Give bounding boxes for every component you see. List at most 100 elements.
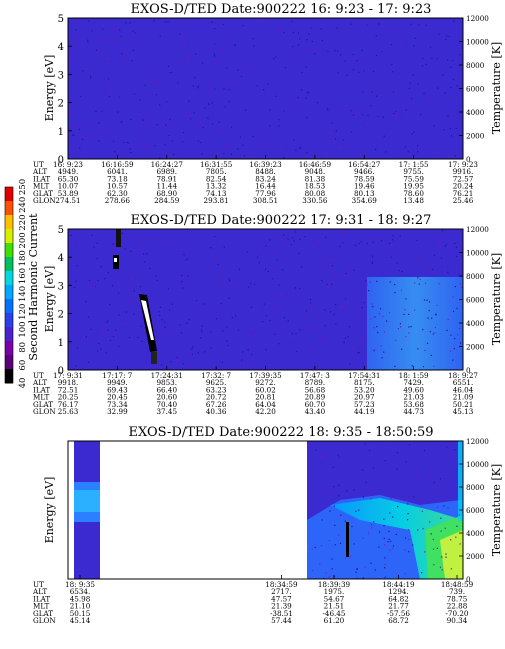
noise-speck xyxy=(148,350,151,352)
noise-speck xyxy=(83,336,85,338)
noise-speck xyxy=(384,460,386,462)
noise-speck xyxy=(427,342,429,344)
table-cell: 20.24 xyxy=(453,182,474,191)
noise-speck xyxy=(421,510,423,512)
colorbar-tick-label: 240 xyxy=(18,197,28,213)
noise-speck xyxy=(356,454,358,456)
noise-speck xyxy=(102,43,105,45)
y2tick-label: 8000 xyxy=(466,483,485,492)
noise-speck xyxy=(306,116,308,119)
panel-2-ion-band xyxy=(367,277,463,370)
noise-speck xyxy=(443,129,445,131)
noise-speck xyxy=(287,320,289,322)
noise-speck xyxy=(375,35,377,37)
noise-speck xyxy=(325,365,327,367)
noise-speck xyxy=(101,110,103,112)
noise-speck xyxy=(183,253,185,256)
noise-speck xyxy=(327,278,329,281)
noise-speck xyxy=(400,326,402,328)
noise-speck xyxy=(408,87,411,90)
noise-speck xyxy=(134,32,136,34)
noise-speck xyxy=(125,88,127,90)
noise-speck xyxy=(106,100,108,102)
noise-speck xyxy=(372,70,375,72)
panel-2-dispersion-feature xyxy=(113,229,157,364)
noise-speck xyxy=(328,576,330,578)
noise-speck xyxy=(455,536,457,538)
noise-speck xyxy=(158,341,160,343)
noise-speck xyxy=(312,569,314,572)
noise-speck xyxy=(133,313,135,315)
noise-speck xyxy=(306,39,308,41)
noise-speck xyxy=(220,302,222,304)
noise-speck xyxy=(210,347,212,349)
noise-speck xyxy=(319,563,321,565)
noise-speck xyxy=(426,133,429,135)
noise-speck xyxy=(353,269,355,271)
noise-speck xyxy=(459,342,462,344)
noise-speck xyxy=(84,149,86,151)
noise-speck xyxy=(440,517,442,519)
noise-speck xyxy=(339,245,341,248)
noise-speck xyxy=(317,241,320,243)
noise-speck xyxy=(207,355,209,358)
table-cell: 7805. xyxy=(206,167,227,176)
table-cell: 82.54 xyxy=(206,174,227,183)
noise-speck xyxy=(150,81,152,83)
noise-speck xyxy=(216,256,218,258)
noise-speck xyxy=(334,524,336,526)
noise-speck xyxy=(171,140,173,142)
noise-speck xyxy=(115,39,117,42)
noise-speck xyxy=(433,125,435,127)
noise-speck xyxy=(256,70,259,72)
noise-speck xyxy=(164,58,167,61)
noise-speck xyxy=(202,126,204,129)
noise-speck xyxy=(391,547,393,549)
table-cell: 75.59 xyxy=(403,174,424,183)
noise-speck xyxy=(218,121,221,123)
noise-speck xyxy=(388,538,390,540)
noise-speck xyxy=(422,328,424,331)
noise-speck xyxy=(395,115,397,118)
noise-speck xyxy=(358,509,360,511)
noise-speck xyxy=(371,261,373,263)
panel-2-y2-axis: 0 2000 4000 6000 8000 10000 12000 xyxy=(459,225,489,375)
row-label: GLON xyxy=(33,616,56,625)
noise-speck xyxy=(117,292,120,294)
noise-speck xyxy=(185,140,187,143)
noise-speck xyxy=(124,358,126,360)
table-cell: 293.81 xyxy=(204,196,229,205)
table-cell: 44.19 xyxy=(354,407,375,416)
noise-speck xyxy=(366,123,369,125)
noise-speck xyxy=(400,289,403,291)
noise-speck xyxy=(363,70,365,72)
noise-speck xyxy=(433,482,435,484)
noise-speck xyxy=(450,66,452,68)
noise-speck xyxy=(178,26,180,28)
noise-speck xyxy=(125,311,127,313)
noise-speck xyxy=(167,316,169,318)
noise-speck xyxy=(280,294,282,296)
noise-speck xyxy=(431,271,433,273)
noise-speck xyxy=(223,144,226,147)
table-cell: 68.90 xyxy=(156,189,177,198)
noise-speck xyxy=(211,123,214,125)
noise-speck xyxy=(398,270,400,272)
noise-speck xyxy=(452,359,454,361)
noise-speck xyxy=(408,332,410,334)
noise-speck xyxy=(429,521,431,523)
colorbar-block xyxy=(5,313,13,328)
noise-speck xyxy=(95,49,98,51)
noise-speck xyxy=(76,265,78,267)
noise-speck xyxy=(418,24,420,26)
noise-speck xyxy=(353,89,355,91)
noise-speck xyxy=(452,296,454,298)
noise-speck xyxy=(182,287,184,289)
noise-speck xyxy=(407,503,409,505)
noise-speck xyxy=(332,473,334,476)
panel-2-y-axis: 0 1 2 3 4 5 xyxy=(58,225,72,377)
noise-speck xyxy=(76,347,79,349)
noise-speck xyxy=(438,242,440,244)
noise-speck xyxy=(195,299,198,302)
table-cell: 16:39:23 xyxy=(249,160,282,169)
